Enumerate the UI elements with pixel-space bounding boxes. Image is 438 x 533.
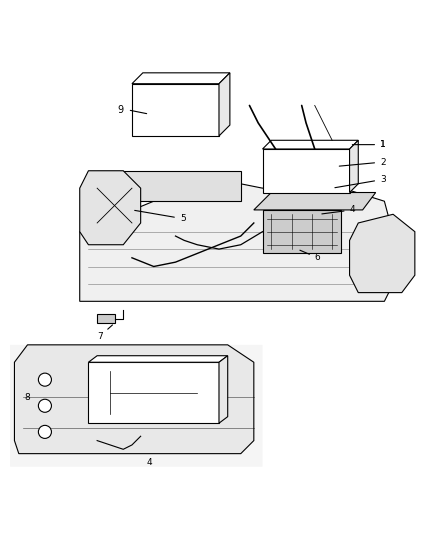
Polygon shape — [80, 171, 141, 245]
Text: 5: 5 — [135, 211, 186, 223]
Text: 4: 4 — [322, 205, 355, 214]
FancyBboxPatch shape — [10, 345, 262, 467]
Polygon shape — [80, 180, 402, 301]
Bar — [132, 84, 219, 136]
Polygon shape — [254, 192, 376, 210]
Text: 3: 3 — [335, 175, 386, 188]
Polygon shape — [97, 171, 241, 201]
Polygon shape — [132, 73, 230, 84]
Text: 7: 7 — [97, 325, 113, 341]
Text: 6: 6 — [300, 250, 321, 262]
Bar — [97, 314, 115, 323]
Text: 8: 8 — [25, 393, 30, 401]
Text: 4: 4 — [147, 458, 152, 467]
Polygon shape — [262, 140, 358, 149]
Polygon shape — [219, 73, 230, 136]
Bar — [262, 210, 341, 254]
Bar — [262, 149, 350, 192]
Circle shape — [39, 373, 51, 386]
Text: 1: 1 — [352, 140, 386, 149]
Polygon shape — [88, 356, 228, 362]
Circle shape — [39, 425, 51, 439]
Polygon shape — [350, 214, 415, 293]
Circle shape — [39, 399, 51, 413]
Text: 1: 1 — [380, 140, 386, 149]
Polygon shape — [350, 140, 358, 192]
Text: 9: 9 — [117, 105, 123, 115]
Bar — [88, 362, 219, 423]
Polygon shape — [14, 345, 254, 454]
Polygon shape — [219, 356, 228, 423]
Text: 2: 2 — [339, 158, 385, 166]
